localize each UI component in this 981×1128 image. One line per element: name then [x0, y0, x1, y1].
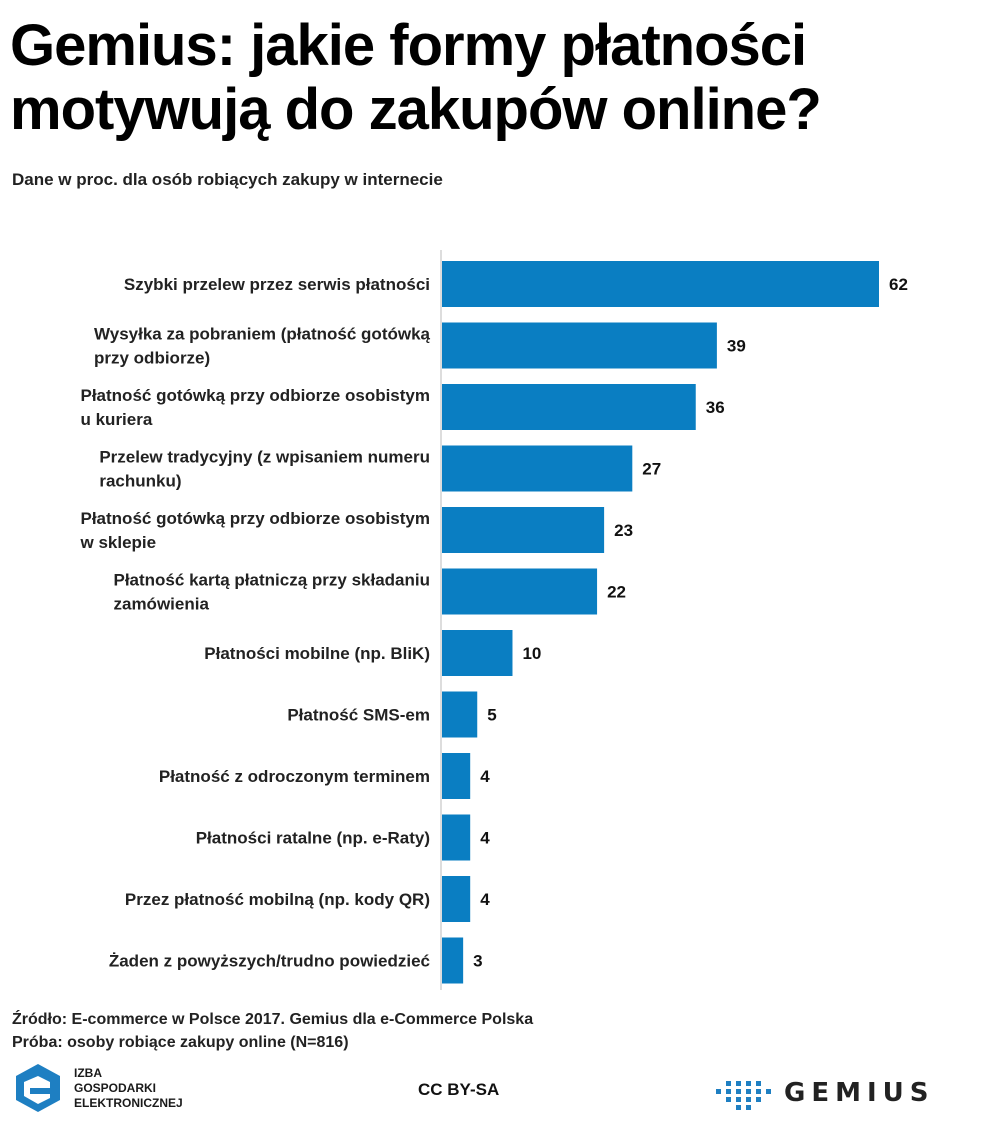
bar-chart: 62 Szybki przelew przez serwis płatności 3… [80, 250, 908, 990]
category-label: Płatność gotówką przy odbiorze osobistym… [80, 509, 431, 552]
category-label-line: Wysyłka za pobraniem (płatność gotówką [94, 325, 431, 344]
gemius-logo: GEMIUS [716, 1075, 935, 1111]
category-label: Płatność SMS-em [287, 706, 430, 725]
source-text: Źródło: E-commerce w Polsce 2017. Gemius… [12, 1011, 534, 1028]
bar [442, 937, 464, 984]
bar-value-label: 22 [607, 583, 626, 602]
category-label-line: Płatność kartą płatniczą przy składaniu [113, 571, 430, 590]
bar [442, 261, 879, 307]
bar [442, 507, 605, 553]
category-label: Żaden z powyższych/trudno powiedzieć [109, 952, 430, 971]
igo-logo-text: IZBA GOSPODARKI ELEKTRONICZNEJ [74, 1066, 183, 1111]
source-note: Źródło: E-commerce w Polsce 2017. Gemius… [12, 1008, 533, 1054]
bar [442, 630, 513, 676]
gemius-dots-icon [716, 1081, 771, 1110]
category-label: Płatność kartą płatniczą przy składaniu z… [113, 571, 430, 614]
bar [442, 322, 717, 369]
igo-line-1: IZBA [74, 1065, 102, 1080]
category-label-line: Płatność gotówką przy odbiorze osobistym [81, 509, 431, 528]
bar-value-label: 10 [522, 644, 541, 663]
igo-logo: IZBA GOSPODARKI ELEKTRONICZNEJ [12, 1062, 183, 1114]
category-label-line: w sklepie [80, 533, 157, 552]
category-label-line: u kuriera [81, 410, 153, 429]
category-label: Przelew tradycyjny (z wpisaniem numeru ra… [99, 448, 430, 491]
chart-subtitle: Dane w proc. dla osób robiących zakupy w… [12, 170, 443, 189]
bar [442, 814, 471, 861]
bar-value-label: 27 [642, 460, 661, 479]
bar-value-label: 39 [727, 337, 746, 356]
bar [442, 753, 471, 799]
gemius-logo-text: GEMIUS [784, 1078, 935, 1108]
category-label: Płatności mobilne (np. BliK) [204, 644, 430, 663]
bar [442, 445, 633, 492]
bar-value-label: 23 [614, 521, 633, 540]
category-label: Wysyłka za pobraniem (płatność gotówką pr… [94, 325, 431, 368]
bar-value-label: 62 [889, 275, 908, 294]
category-label-line: zamówienia [113, 595, 209, 614]
category-label-line: przy odbiorze) [94, 349, 210, 368]
bar [442, 691, 478, 738]
bar-value-label: 5 [487, 706, 496, 725]
title-line-2: motywują do zakupów online? [10, 77, 822, 142]
bar [442, 384, 696, 430]
sample-text: Próba: osoby robiące zakupy online (N=81… [12, 1034, 349, 1051]
bar-value-label: 3 [473, 952, 482, 971]
category-label: Szybki przelew przez serwis płatności [124, 275, 430, 294]
category-label-line: rachunku) [99, 472, 181, 491]
bar-value-label: 4 [480, 890, 490, 909]
bar-value-label: 4 [480, 829, 490, 848]
igo-line-3: ELEKTRONICZNEJ [74, 1095, 183, 1110]
category-label: Przez płatność mobilną (np. kody QR) [125, 890, 430, 909]
category-label: Płatność gotówką przy odbiorze osobistym… [81, 386, 431, 429]
bar [442, 568, 598, 615]
igo-logo-icon [16, 1064, 60, 1112]
category-label: Płatności ratalne (np. e-Raty) [196, 829, 430, 848]
category-label-line: Płatność gotówką przy odbiorze osobistym [81, 386, 431, 405]
bar [442, 876, 471, 922]
license-text: CC BY-SA [418, 1080, 500, 1099]
igo-line-2: GOSPODARKI [74, 1080, 157, 1095]
bar-value-label: 36 [706, 398, 725, 417]
category-label-line: Przelew tradycyjny (z wpisaniem numeru [99, 448, 430, 467]
chart-title: Gemius: jakie formy płatności motywują d… [10, 14, 970, 142]
bar-value-label: 4 [480, 767, 490, 786]
title-line-1: Gemius: jakie formy płatności [10, 13, 807, 78]
category-label: Płatność z odroczonym terminem [159, 767, 430, 786]
